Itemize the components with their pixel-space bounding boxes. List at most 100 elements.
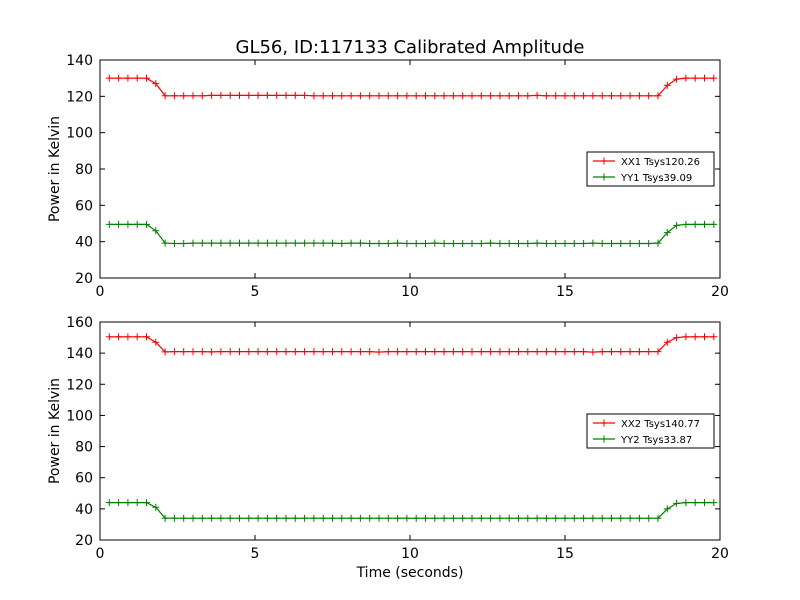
data-point-marker xyxy=(366,92,374,100)
data-point-marker xyxy=(319,239,327,247)
data-point-marker xyxy=(524,514,532,522)
x-tick-label: 15 xyxy=(556,546,574,562)
data-point-marker xyxy=(356,239,364,247)
data-point-marker xyxy=(477,348,485,356)
data-point-marker xyxy=(626,514,634,522)
data-point-marker xyxy=(198,348,206,356)
data-point-marker xyxy=(403,348,411,356)
data-point-marker xyxy=(449,514,457,522)
data-point-marker xyxy=(301,514,309,522)
data-point-marker xyxy=(608,348,615,356)
data-point-marker xyxy=(226,514,234,522)
data-point-marker xyxy=(477,239,485,247)
data-point-marker xyxy=(459,92,467,100)
legend-marker xyxy=(600,173,608,181)
x-tick-label: 20 xyxy=(711,546,729,562)
legend-marker xyxy=(600,435,608,443)
data-point-marker xyxy=(431,514,439,522)
data-point-marker xyxy=(570,514,578,522)
data-point-marker xyxy=(301,348,309,356)
data-point-marker xyxy=(347,348,355,356)
data-point-marker xyxy=(105,220,113,228)
data-point-marker xyxy=(589,348,597,356)
data-point-marker xyxy=(384,514,392,522)
data-point-marker xyxy=(617,92,625,100)
data-point-marker xyxy=(598,239,606,247)
data-point-marker xyxy=(338,514,346,522)
data-point-marker xyxy=(598,348,606,356)
data-point-marker xyxy=(496,514,504,522)
data-point-marker xyxy=(245,514,253,522)
data-point-marker xyxy=(487,92,495,100)
data-point-marker xyxy=(468,348,476,356)
x-tick-label: 0 xyxy=(96,284,105,300)
data-point-marker xyxy=(487,348,495,356)
data-point-marker xyxy=(170,514,178,522)
data-point-marker xyxy=(384,92,392,100)
data-point-marker xyxy=(580,239,588,247)
data-point-marker xyxy=(375,348,383,356)
data-point-marker xyxy=(394,239,402,247)
data-point-marker xyxy=(198,514,206,522)
data-point-marker xyxy=(701,499,708,507)
data-point-marker xyxy=(301,91,309,99)
data-point-marker xyxy=(561,92,569,100)
data-point-marker xyxy=(124,333,132,341)
data-point-marker xyxy=(449,92,457,100)
data-point-marker xyxy=(273,514,281,522)
data-point-marker xyxy=(626,92,634,100)
data-point-marker xyxy=(589,239,597,247)
x-tick-label: 10 xyxy=(401,546,419,562)
data-point-marker xyxy=(105,333,113,341)
data-point-marker xyxy=(682,220,690,228)
data-point-marker xyxy=(394,348,402,356)
data-point-marker xyxy=(347,92,355,100)
data-point-marker xyxy=(663,338,671,346)
data-point-marker xyxy=(133,499,141,507)
data-point-marker xyxy=(459,348,467,356)
x-tick-label: 0 xyxy=(96,546,105,562)
data-point-marker xyxy=(319,92,327,100)
data-point-marker xyxy=(263,239,271,247)
y-tick-label: 40 xyxy=(75,502,93,518)
data-point-marker xyxy=(617,514,625,522)
data-point-marker xyxy=(133,333,141,341)
data-point-marker xyxy=(273,91,281,99)
data-point-marker xyxy=(422,92,429,100)
data-point-marker xyxy=(440,514,448,522)
data-point-marker xyxy=(505,514,513,522)
data-point-marker xyxy=(422,348,429,356)
data-point-marker xyxy=(645,239,653,247)
data-point-marker xyxy=(635,348,643,356)
y-tick-label: 140 xyxy=(66,53,93,69)
data-point-marker xyxy=(635,92,643,100)
data-point-marker xyxy=(673,221,681,229)
data-point-marker xyxy=(236,239,243,247)
data-point-marker xyxy=(552,348,560,356)
data-point-marker xyxy=(422,239,429,247)
data-point-marker xyxy=(524,92,532,100)
y-tick-label: 60 xyxy=(75,471,93,487)
data-point-marker xyxy=(701,333,708,341)
data-point-marker xyxy=(133,220,141,228)
data-point-marker xyxy=(580,92,588,100)
x-tick-label: 5 xyxy=(251,284,260,300)
data-point-marker xyxy=(654,92,662,100)
data-point-marker xyxy=(431,239,439,247)
data-point-marker xyxy=(347,514,355,522)
data-point-marker xyxy=(152,338,160,346)
data-point-marker xyxy=(440,239,448,247)
figure-title: GL56, ID:117133 Calibrated Amplitude xyxy=(236,37,585,58)
data-point-marker xyxy=(496,348,504,356)
data-point-marker xyxy=(663,229,671,237)
data-point-marker xyxy=(124,220,132,228)
data-point-marker xyxy=(161,239,169,247)
data-point-marker xyxy=(552,239,560,247)
data-point-marker xyxy=(189,92,197,100)
data-point-marker xyxy=(626,239,634,247)
data-point-marker xyxy=(552,92,560,100)
data-point-marker xyxy=(143,499,150,507)
data-point-marker xyxy=(673,75,681,83)
data-point-marker xyxy=(524,348,532,356)
